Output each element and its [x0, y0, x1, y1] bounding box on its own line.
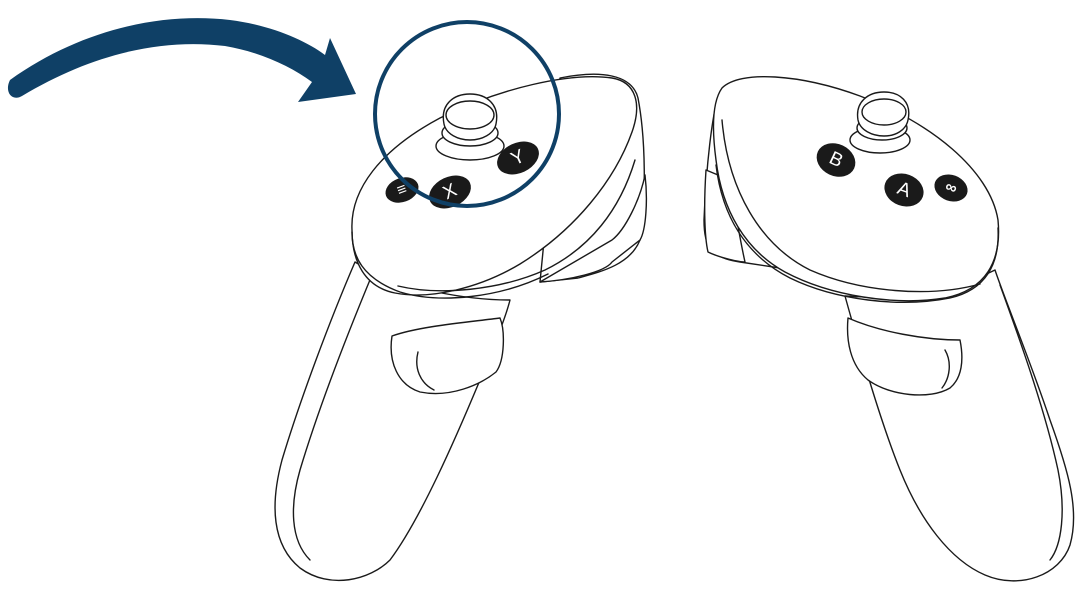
left-controller-face-rim	[351, 231, 549, 299]
left-thumbstick[interactable]	[435, 93, 505, 161]
left-controller-face-inner-curve	[397, 159, 636, 292]
right-controller: B A ∞	[703, 76, 1075, 582]
left-y-button[interactable]: Y	[492, 135, 545, 181]
highlight-annotation	[7, 18, 561, 208]
left-controller-handle	[274, 261, 511, 582]
right-controller-trigger-edge	[941, 349, 950, 389]
right-controller-handle-inner-line	[999, 284, 1063, 561]
right-controller-face-inner-curve	[721, 119, 981, 293]
right-oculus-button[interactable]: ∞	[931, 170, 972, 206]
right-controller-trigger	[846, 317, 963, 396]
curved-arrow-icon	[7, 18, 356, 103]
left-controller-grip-block	[539, 174, 648, 283]
right-controller-face	[712, 76, 1000, 302]
right-controller-face-rim	[715, 164, 999, 303]
left-controller-handle-inner-line	[292, 274, 373, 561]
right-a-button[interactable]: A	[880, 168, 929, 212]
left-controller: Y X ≡	[274, 73, 648, 582]
right-b-button[interactable]: B	[811, 137, 861, 183]
oculus-icon: ∞	[943, 178, 960, 198]
left-controller-face	[351, 76, 638, 296]
highlight-circle	[373, 20, 561, 208]
right-thumbstick[interactable]	[849, 91, 911, 154]
left-controller-trigger-edge	[416, 351, 435, 391]
right-controller-handle	[844, 269, 1075, 582]
